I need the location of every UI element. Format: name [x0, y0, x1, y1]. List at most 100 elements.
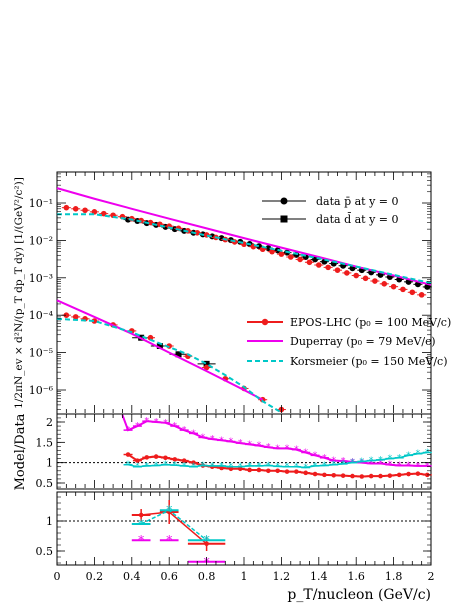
data-point	[424, 283, 431, 290]
ratio-marker: *	[294, 463, 299, 473]
data-point	[156, 343, 163, 350]
data-point	[390, 283, 397, 290]
ratio-marker	[275, 468, 280, 474]
axes: 0 0.2 0.4 0.6 0.8 1 1.2 1.4 1.6 1.8 2 10⁻⁶ 10⁻⁵ 10⁻⁴ 1…	[29, 172, 435, 583]
ratio-marker: *	[166, 503, 172, 517]
ratio-marker	[144, 455, 150, 460]
ratio-marker	[331, 472, 337, 478]
ratio-marker: *	[341, 460, 346, 470]
data-point	[418, 292, 425, 298]
ratio-marker: *	[173, 461, 178, 471]
ratio-marker: *	[163, 419, 168, 429]
data-point	[63, 312, 70, 319]
ratio-marker	[204, 541, 209, 547]
ratio-marker: *	[378, 456, 383, 466]
ratio-marker	[368, 473, 374, 479]
ratio-pbar-1-curve	[121, 414, 428, 467]
ratio-marker	[312, 471, 318, 477]
ratio-marker: *	[257, 442, 262, 452]
data-point	[278, 251, 285, 257]
legend-label: EPOS-LHC (p₀ = 100 MeV/c)	[290, 316, 451, 329]
y-tick-label: 10⁻¹	[29, 197, 53, 210]
ratio-marker: *	[247, 462, 252, 472]
data-point	[63, 204, 70, 211]
ratio-marker: *	[219, 436, 224, 446]
ratio-marker: *	[138, 533, 144, 547]
ratio-marker	[256, 467, 262, 473]
data-point	[91, 318, 98, 324]
legend-top: data p̄ at y = 0 data d̄ at y = 0	[262, 195, 399, 226]
data-point	[147, 334, 154, 341]
ratio-marker	[266, 468, 271, 474]
ratio-marker	[415, 471, 421, 476]
data-point	[381, 281, 388, 287]
legend-bottom: EPOS-LHC (p₀ = 100 MeV/c) Duperray (p₀ =…	[247, 316, 451, 368]
ratio-marker: *	[332, 457, 337, 467]
data-point	[334, 267, 341, 273]
ratio-marker: *	[219, 462, 224, 472]
ratio-marker: *	[369, 457, 374, 467]
data-point	[72, 205, 79, 212]
ratio-marker	[172, 457, 178, 462]
ratio-marker: *	[257, 462, 262, 472]
ratio-marker	[350, 473, 355, 479]
legend-entry-duperray: Duperray (p₀ = 79 MeV/c)	[247, 335, 436, 348]
data-point	[91, 209, 98, 215]
ratio-marker: *	[406, 451, 411, 461]
y-tick-label: 0.5	[36, 477, 54, 490]
ratio-marker: *	[145, 462, 150, 472]
legend-label: Duperray (p₀ = 79 MeV/c)	[290, 335, 436, 348]
x-tick-label: 1.4	[310, 570, 328, 583]
ratio-marker: *	[166, 533, 172, 547]
ratio-marker: *	[313, 462, 318, 472]
ratio-marker: *	[229, 438, 234, 448]
ratio-marker: *	[135, 463, 140, 473]
ratio-marker: *	[182, 426, 187, 436]
legend-label: Korsmeier (p₀ = 150 MeV/c)	[290, 355, 448, 368]
y-tick-label: 10⁻⁶	[29, 384, 54, 397]
y-axis-label-ratio: Model/Data	[13, 413, 28, 490]
x-tick-label: 0.6	[160, 570, 178, 583]
ratio-marker	[191, 460, 196, 465]
ratio-marker: *	[191, 463, 196, 473]
ratio-marker: *	[303, 449, 308, 459]
data-point	[306, 259, 313, 266]
ratio-marker: *	[126, 461, 131, 471]
y-tick-label: 10⁻⁴	[29, 309, 54, 322]
ratio-marker: *	[294, 446, 299, 456]
data-point	[203, 360, 210, 367]
ratio-pbar-plot: * * * * * * * * * * * * * * * * * * * * * * * * * * * * * * * * * * * * * * * *…	[57, 414, 432, 479]
data-point	[409, 289, 416, 296]
ratio-marker: *	[210, 462, 215, 472]
ratio-marker	[396, 472, 402, 478]
ratio-marker: *	[285, 444, 290, 454]
data-point	[287, 254, 294, 260]
y-tick-label: 0.5	[36, 545, 54, 558]
data-point	[147, 219, 154, 226]
ratio-marker: *	[138, 517, 144, 531]
main-panel-frame	[56, 171, 432, 415]
ratio-marker: *	[135, 422, 140, 432]
ratio-marker: *	[332, 461, 337, 471]
ratio-marker: *	[369, 459, 374, 469]
ratio-marker: *	[154, 462, 159, 472]
legend-entry-dbar-data: data d̄ at y = 0	[262, 213, 399, 226]
data-point	[175, 351, 182, 358]
ratio-marker: *	[397, 462, 402, 472]
x-tick-label: 1.8	[385, 570, 403, 583]
y-tick-label: 1	[46, 457, 53, 470]
ratio-marker	[322, 472, 327, 478]
ratio-marker: *	[285, 463, 290, 473]
ratio-marker: *	[350, 459, 355, 469]
ratio-marker	[138, 512, 144, 518]
ratio-marker	[181, 458, 187, 463]
ratio-marker: *	[388, 461, 393, 471]
legend-entry-korsmeier: Korsmeier (p₀ = 150 MeV/c)	[247, 355, 448, 368]
ratio-marker	[228, 466, 234, 472]
legend-label: data p̄ at y = 0	[316, 195, 399, 208]
ratio-marker: *	[154, 418, 159, 428]
legend-entry-epos: EPOS-LHC (p₀ = 100 MeV/c)	[247, 316, 451, 329]
x-tick-label: 2	[428, 570, 435, 583]
ratio-marker: *	[397, 454, 402, 464]
ratio-marker	[153, 454, 159, 459]
